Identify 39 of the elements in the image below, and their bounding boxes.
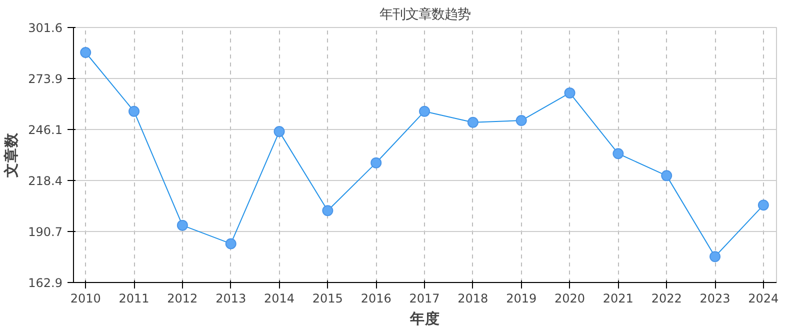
x-tick-label: 2016	[360, 292, 392, 306]
point	[225, 238, 236, 250]
x-tick-label: 2023	[700, 292, 730, 306]
point	[80, 47, 92, 58]
point	[710, 251, 721, 262]
point	[467, 116, 478, 128]
point	[419, 106, 430, 117]
x-tick-label: 2017	[409, 292, 440, 306]
x-tick-label: 2011	[118, 292, 150, 306]
point	[128, 106, 140, 117]
point	[564, 87, 576, 98]
point	[322, 205, 334, 216]
y-tick-label: 218.4	[28, 174, 63, 188]
x-tick-label: 2021	[602, 292, 634, 306]
x-tick-label: 2014	[264, 292, 295, 306]
point	[516, 115, 527, 126]
point	[661, 170, 672, 182]
y-tick-label: 162.9	[28, 276, 63, 290]
y-axis-title: 文章数	[2, 132, 20, 178]
x-tick-label: 2024	[748, 292, 779, 306]
x-tick-label: 2019	[506, 292, 537, 306]
x-tick-label: 2022	[651, 292, 682, 306]
x-tick-label: 2018	[458, 292, 488, 306]
x-tick-label: 2013	[216, 292, 246, 306]
y-tick-label: 301.6	[28, 21, 63, 35]
x-tick-label: 2010	[70, 292, 101, 306]
y-tick-label: 246.1	[28, 123, 63, 138]
point	[274, 126, 285, 138]
point	[370, 157, 382, 168]
x-axis-title: 年度	[409, 310, 440, 328]
point	[612, 148, 624, 160]
point	[758, 200, 769, 211]
chart-title: 年刊文章数趋势	[380, 8, 470, 22]
point	[176, 220, 188, 231]
x-tick-label: 2015	[312, 292, 343, 306]
x-tick-label: 2020	[554, 292, 586, 306]
y-tick-label: 190.7	[28, 224, 63, 239]
x-tick-label: 2012	[167, 292, 198, 306]
y-tick-label: 273.9	[28, 72, 63, 86]
